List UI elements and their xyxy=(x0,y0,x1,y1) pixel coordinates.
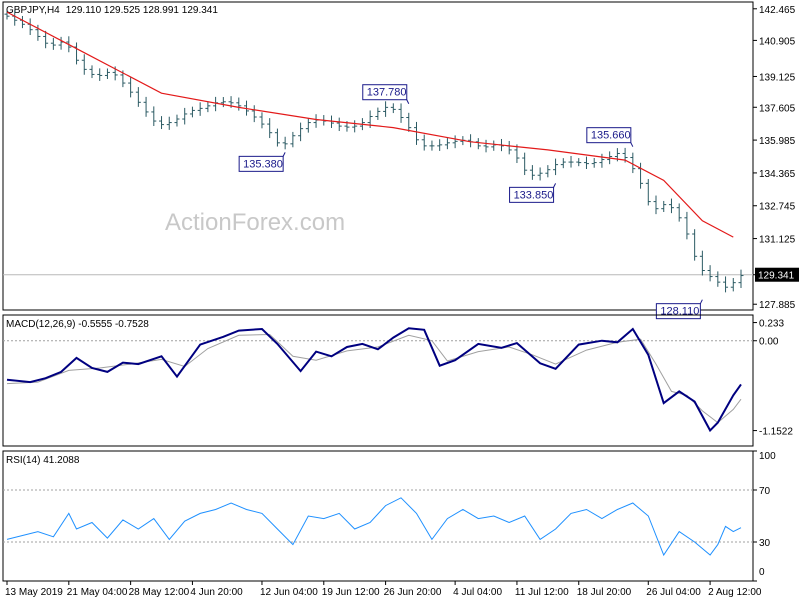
time-tick-label: 19 Jun 12:00 xyxy=(322,587,380,598)
macd-pane: MACD(12,26,9) -0.5555 -0.7528 0.233 0.00 -… xyxy=(2,314,793,447)
macd-tick-label: 0.00 xyxy=(759,337,779,348)
time-axis: 13 May 2019 21 May 04:00 28 May 12:00 4 Jun… xyxy=(5,581,762,598)
rsi-tick-label: 30 xyxy=(759,538,771,549)
ohlc-values: 129.110 129.525 128.991 129.341 xyxy=(66,5,219,16)
current-price-label: 129.341 xyxy=(758,271,795,282)
price-annotation-leader xyxy=(282,152,286,157)
macd-pane-frame xyxy=(2,314,754,447)
current-price-marker xyxy=(755,267,799,282)
price-annotation-box xyxy=(238,155,284,172)
price-annotation-box xyxy=(362,84,408,101)
candlestick-series xyxy=(4,10,744,293)
price-tick-label: 127.885 xyxy=(759,300,796,311)
time-tick-label: 13 May 2019 xyxy=(5,587,63,598)
watermark: ActionForex.com xyxy=(165,209,345,236)
price-tick-label: 139.125 xyxy=(759,72,796,83)
price-tick-label: 140.905 xyxy=(759,36,796,47)
time-tick-label: 12 Jun 04:00 xyxy=(260,587,318,598)
macd-tick-label: -1.1522 xyxy=(759,427,793,438)
macd-line xyxy=(6,327,742,433)
rsi-line xyxy=(6,497,742,557)
price-annotation-label: 137.780 xyxy=(367,87,407,99)
price-axis: 142.465 140.905 139.125 137.605 135.985 134.3… xyxy=(3,5,799,311)
rsi-axis: 100 70 30 0 xyxy=(3,450,776,582)
time-tick-label: 26 Jun 20:00 xyxy=(384,587,442,598)
macd-header: MACD(12,26,9) -0.5555 -0.7528 xyxy=(6,319,149,330)
price-annotation-label: 135.660 xyxy=(591,130,631,142)
price-tick-label: 142.465 xyxy=(759,5,796,16)
time-tick-label: 28 May 12:00 xyxy=(129,587,190,598)
rsi-pane-frame xyxy=(2,450,754,582)
macd-tick-label: 0.233 xyxy=(759,319,784,330)
rsi-pane: RSI(14) 41.2088 100 70 30 0 xyxy=(2,450,776,582)
price-annotation-leader xyxy=(406,99,410,104)
price-tick-label: 134.365 xyxy=(759,169,796,180)
price-annotation-leader xyxy=(699,299,703,304)
time-tick-label: 2 Aug 12:00 xyxy=(708,587,762,598)
time-tick-label: 18 Jul 20:00 xyxy=(577,587,632,598)
price-annotations: 135.380 137.780 133.850 135.660 128.110 xyxy=(238,84,703,320)
symbol-ohlc-header: GBPJPY,H4 129.110 129.525 128.991 129.341 xyxy=(6,5,218,16)
price-annotation-box xyxy=(509,186,555,203)
time-tick-label: 26 Jul 04:00 xyxy=(646,587,701,598)
price-tick-label: 132.745 xyxy=(759,202,796,213)
price-annotation-label: 128.110 xyxy=(660,306,699,318)
price-annotation-label: 133.850 xyxy=(514,189,554,201)
time-tick-label: 21 May 04:00 xyxy=(67,587,128,598)
macd-axis: 0.233 0.00 -1.1522 xyxy=(3,319,793,438)
rsi-header: RSI(14) 41.2088 xyxy=(6,455,80,466)
price-annotation-leader xyxy=(630,142,634,147)
price-tick-label: 135.985 xyxy=(759,136,796,147)
rsi-tick-label: 0 xyxy=(759,567,765,578)
macd-signal-line xyxy=(6,333,742,424)
time-tick-label: 11 Jul 12:00 xyxy=(515,587,569,598)
time-tick-label: 4 Jul 04:00 xyxy=(453,587,502,598)
price-annotation-label: 135.380 xyxy=(243,158,283,170)
price-pane-frame xyxy=(2,1,754,311)
symbol-label: GBPJPY,H4 xyxy=(6,5,60,16)
price-pane: ActionForex.com GBPJPY,H4 129.110 129.525… xyxy=(2,1,799,320)
moving-average-line xyxy=(6,11,734,238)
price-tick-label: 137.605 xyxy=(759,103,796,114)
time-tick-label: 4 Jun 20:00 xyxy=(190,587,243,598)
price-annotation-box xyxy=(586,127,632,144)
price-tick-label: 131.125 xyxy=(759,235,796,246)
price-annotation-leader xyxy=(553,183,557,188)
rsi-tick-label: 70 xyxy=(759,486,771,497)
rsi-tick-label: 100 xyxy=(759,451,776,462)
